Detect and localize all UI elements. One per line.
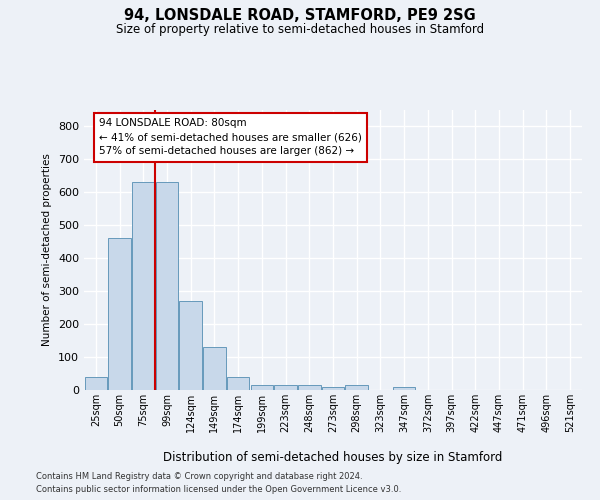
Bar: [132, 182, 155, 390]
Text: 94 LONSDALE ROAD: 80sqm
← 41% of semi-detached houses are smaller (626)
57% of s: 94 LONSDALE ROAD: 80sqm ← 41% of semi-de…: [99, 118, 362, 156]
Bar: [251, 385, 273, 390]
Text: Size of property relative to semi-detached houses in Stamford: Size of property relative to semi-detach…: [116, 22, 484, 36]
Text: 94, LONSDALE ROAD, STAMFORD, PE9 2SG: 94, LONSDALE ROAD, STAMFORD, PE9 2SG: [124, 8, 476, 22]
Text: Contains public sector information licensed under the Open Government Licence v3: Contains public sector information licen…: [36, 485, 401, 494]
Bar: [227, 377, 250, 390]
Bar: [322, 386, 344, 390]
Y-axis label: Number of semi-detached properties: Number of semi-detached properties: [43, 154, 52, 346]
Bar: [298, 385, 320, 390]
Text: Distribution of semi-detached houses by size in Stamford: Distribution of semi-detached houses by …: [163, 451, 503, 464]
Bar: [179, 301, 202, 390]
Bar: [156, 182, 178, 390]
Text: Contains HM Land Registry data © Crown copyright and database right 2024.: Contains HM Land Registry data © Crown c…: [36, 472, 362, 481]
Bar: [393, 386, 415, 390]
Bar: [109, 238, 131, 390]
Bar: [274, 385, 297, 390]
Bar: [346, 385, 368, 390]
Bar: [203, 347, 226, 390]
Bar: [85, 377, 107, 390]
